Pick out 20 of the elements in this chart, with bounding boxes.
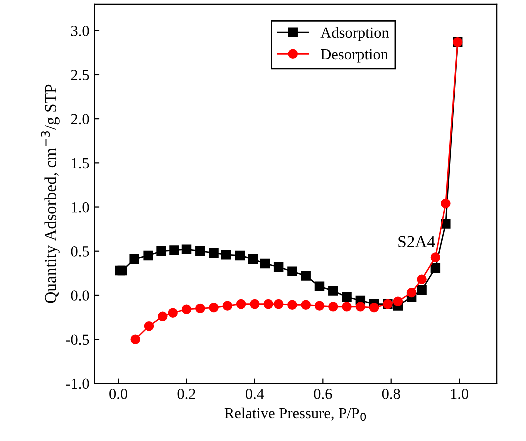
y-tick-label: 2.5 bbox=[71, 70, 90, 80]
y-axis-title: Quantity Adsorbed, cm$^{−3}$/g STP bbox=[41, 84, 60, 304]
x-tick-label: 1.0 bbox=[451, 388, 469, 400]
y-tick-label: 2.0 bbox=[71, 114, 90, 125]
x-tick-label: 0.8 bbox=[382, 388, 400, 400]
legend-label: Desorption bbox=[321, 49, 388, 63]
x-tick-label: 0.6 bbox=[314, 388, 332, 400]
y-tick-label: 1.0 bbox=[72, 202, 90, 213]
y-tick-label: 3.0 bbox=[71, 26, 90, 36]
y-tick-label: -0.5 bbox=[66, 334, 90, 346]
x-tick-label: 0.4 bbox=[246, 388, 264, 400]
x-tick-label: 0.2 bbox=[178, 388, 196, 400]
y-tick-label: 1.5 bbox=[72, 158, 90, 169]
y-tick-label: -1.0 bbox=[66, 378, 90, 390]
y-tick-label: 0.0 bbox=[71, 290, 90, 301]
y-tick-label: 0.5 bbox=[71, 246, 90, 257]
x-axis-title: Relative Pressure, P/P$_{0}$ bbox=[224, 408, 366, 422]
legend-label: Adsorption bbox=[320, 27, 390, 42]
x-tick-label: 0.0 bbox=[110, 388, 128, 400]
annotation: S2A4 bbox=[398, 236, 436, 248]
